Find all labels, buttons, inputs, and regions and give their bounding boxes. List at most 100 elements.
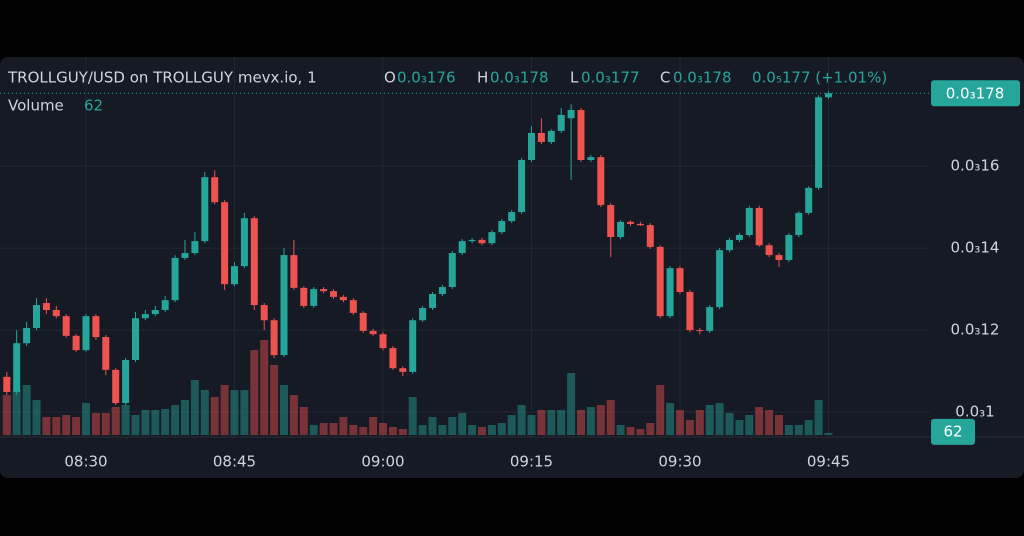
grid	[0, 57, 930, 437]
volume-bar	[62, 415, 71, 435]
volume-bar	[705, 405, 714, 435]
candle-body	[765, 245, 773, 256]
candle-body	[102, 337, 110, 370]
candle-body	[488, 232, 496, 244]
candle-body	[775, 255, 783, 260]
candle-body	[617, 221, 625, 238]
chart-panel	[0, 57, 1024, 478]
candle-body	[607, 205, 615, 238]
volume-bar	[824, 432, 833, 435]
candle-body	[577, 110, 585, 160]
volume-bar	[309, 425, 318, 435]
volume-bar	[210, 397, 219, 435]
volume-bar	[676, 410, 684, 435]
candle-body	[627, 221, 634, 224]
candle-body	[62, 316, 70, 336]
volume-bar	[398, 429, 407, 435]
candle-body	[132, 318, 139, 360]
candle-body	[478, 239, 486, 244]
candle-body	[419, 307, 427, 321]
volume-bar	[735, 420, 744, 435]
candle-body	[656, 246, 664, 317]
volume-bar	[2, 395, 11, 435]
volume-bar	[42, 417, 51, 435]
candle-body	[686, 291, 694, 331]
candle-body	[726, 239, 733, 251]
volume-bar	[299, 407, 308, 435]
candle-body	[52, 310, 60, 317]
volume-bar	[72, 417, 81, 435]
volume-bar	[52, 417, 61, 435]
candle-body	[82, 316, 90, 351]
candle-body	[201, 177, 209, 242]
candle-body	[171, 257, 179, 301]
x-tick-label: 09:00	[361, 453, 404, 471]
ohlc-key: L	[570, 69, 579, 87]
volume-bar	[22, 385, 31, 435]
candle-body	[676, 268, 684, 292]
volume-bar	[349, 425, 358, 435]
ohlc-value: 0.0₃177	[581, 69, 640, 87]
candle-body	[231, 266, 238, 285]
volume-bar	[151, 410, 160, 435]
volume-bar	[745, 415, 754, 435]
candle-body	[280, 255, 288, 356]
volume-bar	[527, 415, 536, 435]
volume-bar	[666, 403, 675, 435]
candle-body	[250, 218, 258, 306]
volume-bar	[101, 413, 110, 435]
volume-bar	[497, 423, 506, 435]
candle-body	[508, 212, 516, 222]
volume-bar	[111, 407, 120, 435]
candle-body	[815, 97, 823, 188]
volume-bar	[339, 417, 348, 435]
candle-body	[716, 250, 724, 308]
volume-bar	[765, 410, 774, 435]
volume-bar	[388, 427, 397, 435]
volume-badge	[931, 418, 975, 445]
label-layer: TROLLGUY/USD on TROLLGUY mevx.io, 1 O 0.…	[7, 69, 1020, 471]
last-price-badge	[931, 80, 1020, 107]
volume-bar	[131, 415, 140, 435]
candle-body	[438, 287, 446, 295]
y-tick-label: 0.0₃12	[951, 321, 1000, 339]
x-tick-label: 09:30	[658, 453, 701, 471]
candle-body	[349, 300, 357, 313]
candle-body	[587, 157, 595, 160]
candle-body	[547, 130, 555, 142]
volume-bar	[181, 400, 189, 435]
candle-body	[597, 157, 605, 206]
volume-value: 62	[84, 97, 103, 115]
candle-body	[636, 223, 644, 226]
candle-body	[399, 368, 407, 372]
volume-bar	[685, 420, 694, 435]
candle-body	[211, 177, 219, 203]
x-tick-label: 09:15	[510, 453, 553, 471]
volume-layer	[2, 340, 833, 435]
candle-body	[310, 289, 318, 306]
candle-body	[825, 93, 832, 98]
volume-bar	[606, 400, 615, 435]
candle-body	[330, 291, 337, 297]
volume-bar	[715, 403, 724, 435]
candle-body	[389, 348, 397, 369]
candle-body	[300, 287, 308, 306]
volume-bar	[240, 390, 249, 435]
candle-body	[429, 294, 436, 308]
volume-bar	[359, 427, 368, 435]
volume-bar	[586, 407, 595, 435]
volume-bar	[537, 410, 546, 435]
volume-badge-label: 62	[943, 422, 962, 440]
ohlc-value: 0.0₃178	[490, 69, 549, 87]
volume-bar	[775, 415, 783, 435]
ohlc-value: 0.0₃176	[397, 69, 456, 87]
volume-bar	[141, 410, 150, 435]
volume-bar	[616, 425, 625, 435]
volume-bar	[270, 365, 279, 435]
y-tick-label: 0.0₃14	[951, 239, 1000, 257]
x-tick-label: 08:45	[213, 453, 256, 471]
volume-bar	[596, 405, 605, 435]
volume-bar	[319, 423, 328, 435]
candle-body	[359, 312, 367, 331]
candle-body	[122, 360, 130, 404]
